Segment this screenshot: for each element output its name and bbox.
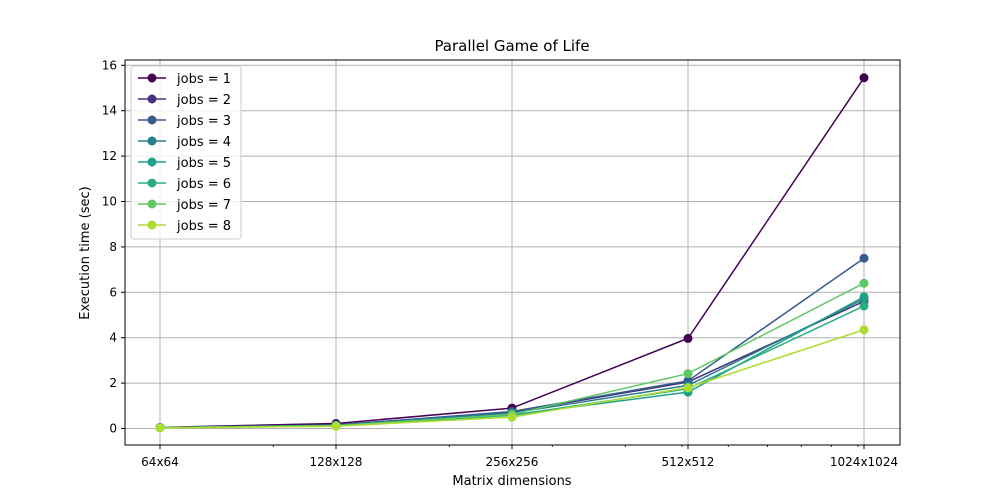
data-point bbox=[507, 412, 517, 422]
x-tick-label: 512x512 bbox=[662, 455, 715, 469]
legend-item: jobs = 3 bbox=[138, 114, 231, 129]
y-tick-label: 4 bbox=[109, 331, 117, 345]
data-point bbox=[859, 301, 869, 311]
legend-item: jobs = 1 bbox=[138, 72, 231, 87]
data-point bbox=[859, 292, 869, 302]
data-point bbox=[683, 369, 693, 379]
y-tick-label: 12 bbox=[102, 149, 117, 163]
legend-marker bbox=[147, 157, 157, 167]
x-tick-label: 64x64 bbox=[141, 455, 179, 469]
legend-marker bbox=[147, 115, 157, 125]
data-point bbox=[859, 325, 869, 335]
y-tick-label: 6 bbox=[109, 285, 117, 299]
legend: jobs = 1 jobs = 2 jobs = 3 jobs = 4 jobs = 5… bbox=[130, 65, 242, 240]
legend-item: jobs = 6 bbox=[138, 177, 231, 192]
legend-marker bbox=[147, 73, 157, 83]
legend-item: jobs = 4 bbox=[138, 135, 231, 150]
chart-title: Parallel Game of Life bbox=[434, 37, 589, 55]
y-tick-label: 14 bbox=[102, 104, 117, 118]
legend-item: jobs = 2 bbox=[138, 93, 231, 108]
y-tick-label: 10 bbox=[102, 195, 117, 209]
legend-label: jobs = 4 bbox=[176, 135, 231, 150]
legend-label: jobs = 7 bbox=[176, 198, 231, 213]
data-point bbox=[155, 423, 165, 433]
data-point bbox=[683, 383, 693, 393]
legend-label: jobs = 2 bbox=[176, 93, 231, 108]
x-tick-label: 1024x1024 bbox=[830, 455, 898, 469]
legend-marker bbox=[147, 94, 157, 104]
legend-marker bbox=[147, 178, 157, 188]
data-point bbox=[331, 421, 341, 431]
x-axis-label: Matrix dimensions bbox=[452, 474, 571, 489]
data-point bbox=[683, 333, 693, 343]
legend-box bbox=[130, 65, 242, 240]
legend-marker bbox=[147, 220, 157, 230]
legend-marker bbox=[147, 136, 157, 146]
x-tick-label: 256x256 bbox=[486, 455, 539, 469]
y-axis-label: Execution time (sec) bbox=[78, 186, 93, 320]
data-point bbox=[859, 73, 869, 83]
legend-label: jobs = 3 bbox=[176, 114, 231, 129]
legend-item: jobs = 7 bbox=[138, 198, 231, 213]
legend-label: jobs = 8 bbox=[176, 219, 231, 234]
y-tick-label: 16 bbox=[102, 58, 117, 72]
x-tick-label: 128x128 bbox=[310, 455, 363, 469]
legend-marker bbox=[147, 199, 157, 209]
legend-item: jobs = 8 bbox=[138, 219, 231, 234]
data-point bbox=[859, 278, 869, 288]
legend-label: jobs = 1 bbox=[176, 72, 231, 87]
legend-item: jobs = 5 bbox=[138, 156, 231, 171]
legend-label: jobs = 6 bbox=[176, 177, 231, 192]
y-tick-label: 8 bbox=[109, 240, 117, 254]
legend-label: jobs = 5 bbox=[176, 156, 231, 171]
y-tick-label: 0 bbox=[109, 422, 117, 436]
y-tick-label: 2 bbox=[109, 376, 117, 390]
data-point bbox=[859, 253, 869, 263]
